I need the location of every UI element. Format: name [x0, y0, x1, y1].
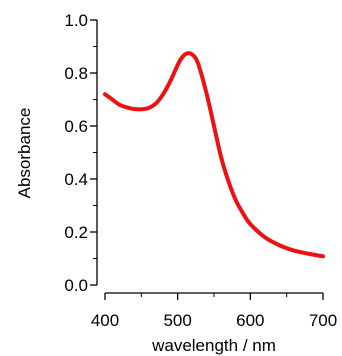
x-tick-label: 600 [236, 311, 264, 330]
x-tick-label: 700 [309, 311, 337, 330]
chart-series-layer [103, 51, 325, 259]
chart-axes: 0.0 0.2 0.4 0.6 0.8 1.0 400 500 600 700 [64, 11, 337, 330]
y-axis-title: Absorbance [15, 108, 34, 199]
y-tick-label: 0.4 [64, 170, 88, 189]
y-tick-label: 0.2 [64, 223, 88, 242]
y-tick-label: 0.0 [64, 276, 88, 295]
y-tick-label: 1.0 [64, 11, 88, 30]
x-axis-title: wavelength / nm [151, 336, 276, 355]
absorbance-series-line [103, 51, 325, 259]
y-tick-label: 0.6 [64, 117, 88, 136]
y-tick-label: 0.8 [64, 64, 88, 83]
x-tick-label: 400 [91, 311, 119, 330]
x-tick-label: 500 [163, 311, 191, 330]
